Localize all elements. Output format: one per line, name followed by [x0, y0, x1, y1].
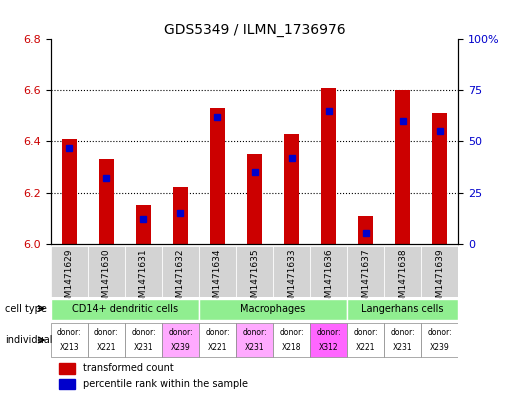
Text: donor:: donor: [131, 328, 156, 337]
Text: donor:: donor: [427, 328, 452, 337]
FancyBboxPatch shape [347, 323, 384, 357]
Text: GSM1471634: GSM1471634 [213, 248, 222, 309]
Text: X221: X221 [356, 343, 375, 352]
Bar [358, 215, 373, 244]
Bar [51, 246, 88, 297]
Text: X218: X218 [282, 343, 301, 352]
Title: GDS5349 / ILMN_1736976: GDS5349 / ILMN_1736976 [164, 23, 345, 37]
Text: X231: X231 [393, 343, 412, 352]
Bar [62, 139, 77, 244]
Bar [162, 246, 199, 297]
Bar [347, 246, 384, 297]
Text: GSM1471631: GSM1471631 [139, 248, 148, 309]
Text: Langerhans cells: Langerhans cells [361, 305, 444, 314]
Text: GSM1471633: GSM1471633 [287, 248, 296, 309]
FancyBboxPatch shape [384, 323, 421, 357]
FancyBboxPatch shape [273, 323, 310, 357]
Text: donor:: donor: [390, 328, 415, 337]
Text: X312: X312 [319, 343, 338, 352]
Bar [125, 246, 162, 297]
Bar [310, 246, 347, 297]
Text: donor:: donor: [94, 328, 119, 337]
Text: GSM1471639: GSM1471639 [435, 248, 444, 309]
Bar [136, 205, 151, 244]
Text: X231: X231 [245, 343, 264, 352]
Text: GSM1471637: GSM1471637 [361, 248, 370, 309]
Text: GSM1471629: GSM1471629 [65, 248, 74, 309]
Text: CD14+ dendritic cells: CD14+ dendritic cells [72, 305, 178, 314]
Text: GSM1471636: GSM1471636 [324, 248, 333, 309]
FancyBboxPatch shape [236, 323, 273, 357]
Bar [273, 246, 310, 297]
Text: percentile rank within the sample: percentile rank within the sample [83, 379, 248, 389]
Text: cell type: cell type [5, 303, 47, 314]
Bar [199, 246, 236, 297]
Text: donor:: donor: [57, 328, 82, 337]
Text: transformed count: transformed count [83, 363, 174, 373]
Bar [59, 363, 75, 373]
Bar [395, 90, 410, 244]
FancyBboxPatch shape [310, 323, 347, 357]
Text: GSM1471635: GSM1471635 [250, 248, 259, 309]
Bar [99, 160, 114, 244]
Bar [384, 246, 421, 297]
Text: donor:: donor: [316, 328, 341, 337]
Text: individual: individual [5, 335, 52, 345]
FancyBboxPatch shape [199, 299, 347, 320]
Text: X221: X221 [208, 343, 227, 352]
Text: GSM1471638: GSM1471638 [398, 248, 407, 309]
Text: X239: X239 [171, 343, 190, 352]
Bar [210, 108, 225, 244]
FancyBboxPatch shape [51, 323, 88, 357]
Text: Macrophages: Macrophages [240, 305, 305, 314]
Bar [59, 379, 75, 389]
Text: X239: X239 [430, 343, 449, 352]
Bar [284, 134, 299, 244]
FancyBboxPatch shape [51, 299, 199, 320]
Text: donor:: donor: [353, 328, 378, 337]
Bar [173, 187, 188, 244]
Text: GSM1471630: GSM1471630 [102, 248, 111, 309]
Text: X221: X221 [97, 343, 116, 352]
FancyBboxPatch shape [88, 323, 125, 357]
Bar [321, 88, 336, 244]
Bar [247, 154, 262, 244]
FancyBboxPatch shape [421, 323, 458, 357]
Text: donor:: donor: [168, 328, 193, 337]
Text: GSM1471632: GSM1471632 [176, 248, 185, 309]
Text: X231: X231 [134, 343, 153, 352]
Bar [432, 114, 447, 244]
Text: X213: X213 [60, 343, 79, 352]
FancyBboxPatch shape [347, 299, 458, 320]
Text: donor:: donor: [205, 328, 230, 337]
Bar [421, 246, 458, 297]
FancyBboxPatch shape [125, 323, 162, 357]
FancyBboxPatch shape [199, 323, 236, 357]
Text: donor:: donor: [279, 328, 304, 337]
Bar [236, 246, 273, 297]
Text: donor:: donor: [242, 328, 267, 337]
FancyBboxPatch shape [162, 323, 199, 357]
Bar [88, 246, 125, 297]
